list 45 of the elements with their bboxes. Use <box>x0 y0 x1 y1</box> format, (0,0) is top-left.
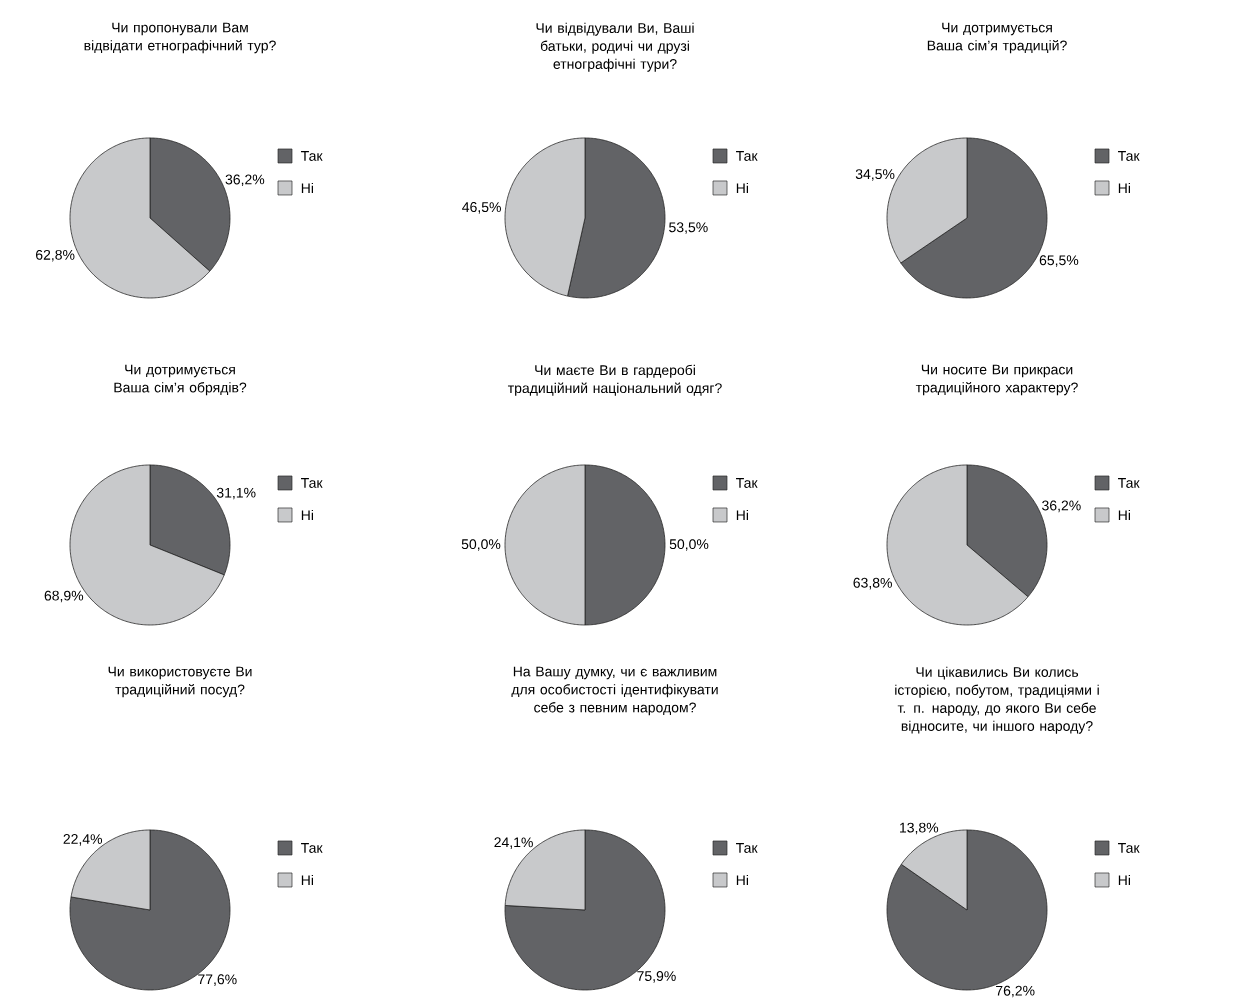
legend-label: Так <box>736 843 758 853</box>
data-label: 36,2% <box>225 174 265 187</box>
legend-label: Так <box>1118 478 1140 488</box>
data-label: 75,9% <box>637 971 676 983</box>
data-label: 62,8% <box>36 249 75 262</box>
data-label: 50,0% <box>669 539 709 551</box>
data-label: 24,1% <box>494 837 533 849</box>
data-label: 65,5% <box>1039 255 1079 267</box>
legend-label: Ні <box>736 182 748 194</box>
data-label: 76,2% <box>996 985 1035 998</box>
data-label: 50,0% <box>461 539 501 551</box>
legend-label: Так <box>1118 151 1140 161</box>
data-label: 63,8% <box>853 577 892 590</box>
legend-label: Ні <box>1118 182 1130 194</box>
legend-label: Так <box>1118 843 1140 853</box>
chart-title: Чи дотримується Ваша сім’я обрядів? <box>114 364 247 396</box>
data-label: 13,8% <box>900 822 939 835</box>
chart-title: Чи маєте Ви в гардеробі традиційний національний одяг? <box>507 364 722 396</box>
legend-label: Так <box>301 478 323 488</box>
data-label: 22,4% <box>63 834 103 846</box>
data-label: 31,1% <box>216 487 256 500</box>
chart-title: На Вашу думку, чи є важливим для особистості ідентифікувати себе з певним народом? <box>511 666 718 716</box>
chart-title: Чи цікавились Ви колись історією, побутом, традиціями і т. п. народу, до якого Ви себе відносите, чи іншого народу? <box>895 666 1099 734</box>
chart-title: Чи відвідували Ви, Ваші батьки, родичі чи друзі етнографічні тури? <box>536 22 694 72</box>
legend-label: Так <box>736 151 758 161</box>
data-label: 68,9% <box>44 590 84 603</box>
data-label: 36,2% <box>1042 500 1081 513</box>
legend-label: Ні <box>736 509 748 521</box>
legend-label: Ні <box>1118 509 1130 521</box>
legend-label: Так <box>736 478 758 488</box>
legend-label: Ні <box>1118 874 1130 886</box>
legend-label: Так <box>301 843 323 853</box>
data-label: 46,5% <box>462 202 501 214</box>
legend-label: Ні <box>736 874 748 886</box>
chart-title: Чи використовуєте Ви традиційний посуд? <box>108 666 252 698</box>
data-label: 34,5% <box>855 169 895 181</box>
legend-label: Ні <box>301 509 313 521</box>
data-label: 53,5% <box>669 222 708 234</box>
data-label: 77,6% <box>198 974 237 986</box>
chart-title: Чи носите Ви прикраси традиційного характеру? <box>915 364 1078 396</box>
legend-label: Ні <box>301 182 313 194</box>
chart-title: Чи пропонували Вам відвідати етнографічний тур? <box>84 22 276 54</box>
legend-label: Так <box>301 151 323 161</box>
chart-title: Чи дотримується Ваша сім’я традицій? <box>927 22 1067 54</box>
legend-label: Ні <box>301 874 313 886</box>
